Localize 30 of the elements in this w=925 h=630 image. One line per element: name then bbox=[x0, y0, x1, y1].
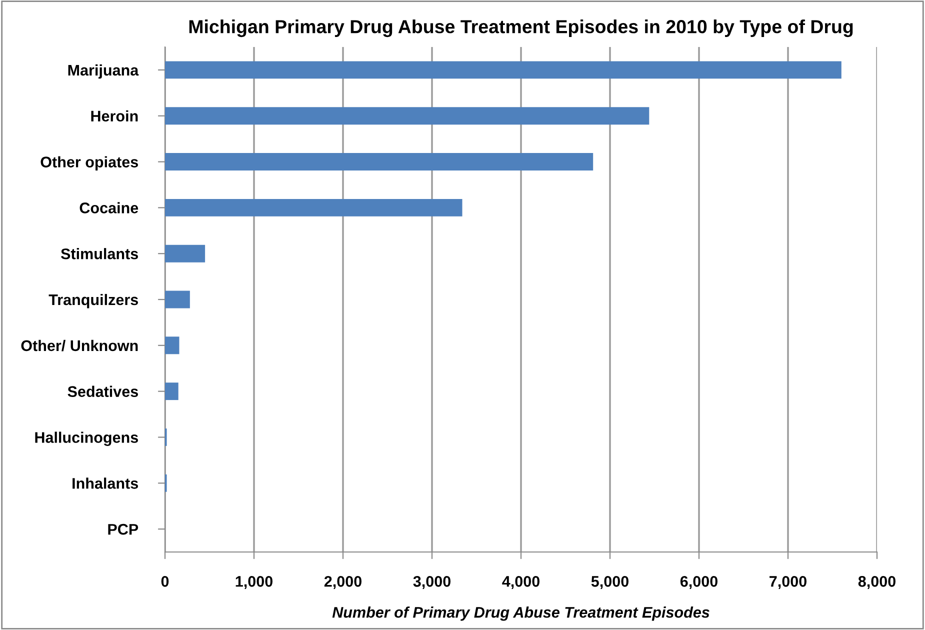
bar bbox=[165, 198, 462, 216]
x-tick-label: 0 bbox=[161, 576, 169, 587]
y-tick-label: PCP bbox=[108, 524, 138, 535]
y-tick-label: Marijuana bbox=[68, 64, 139, 79]
bar bbox=[165, 61, 842, 79]
y-tick-label: Inhalants bbox=[72, 478, 138, 489]
x-tick-label: 5,000 bbox=[591, 576, 628, 590]
chart-title: Michigan Primary Drug Abuse Treatment Episodes in 2010 by Type of Drug bbox=[189, 20, 853, 38]
x-tick-label: 2,000 bbox=[324, 576, 362, 590]
x-tick-label: 6,000 bbox=[680, 576, 718, 590]
x-tick-label: 4,000 bbox=[502, 576, 540, 590]
x-tick-label: 3,000 bbox=[413, 576, 450, 590]
y-tick-label: Cocaine bbox=[80, 202, 138, 214]
x-axis-title: Number of Primary Drug Abuse Treatment Episodes bbox=[332, 606, 710, 621]
y-tick-label: Sedatives bbox=[68, 386, 138, 398]
bar bbox=[165, 336, 180, 354]
bar bbox=[165, 290, 190, 308]
x-tick-label: 7,000 bbox=[770, 576, 806, 590]
x-tick-label: 1,000 bbox=[236, 576, 272, 590]
bar bbox=[165, 107, 650, 125]
y-tick-label: Hallucinogens bbox=[35, 432, 138, 446]
y-tick-label: Heroin bbox=[91, 110, 138, 122]
y-tick-label: Other opiates bbox=[40, 156, 138, 170]
x-tick-label: 8,000 bbox=[858, 576, 896, 590]
y-tick-label: Stimulants bbox=[60, 248, 138, 260]
y-tick-label: Other/ Unknown bbox=[21, 340, 138, 352]
bar bbox=[165, 382, 178, 400]
bar bbox=[165, 244, 206, 262]
bar bbox=[165, 153, 594, 170]
y-tick-label: Tranquilzers bbox=[48, 294, 138, 308]
